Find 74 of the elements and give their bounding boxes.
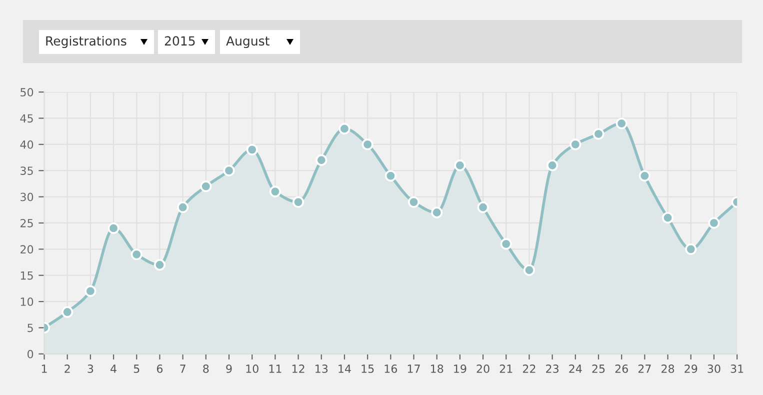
point bbox=[154, 259, 166, 271]
y-tick-label: 35 bbox=[20, 166, 33, 175]
point bbox=[316, 154, 328, 166]
x-tick-label: 2 bbox=[64, 364, 70, 373]
y-tick-label: 45 bbox=[20, 114, 33, 123]
point bbox=[246, 144, 258, 156]
x-tick-label: 18 bbox=[430, 364, 444, 373]
x-tick-label: 16 bbox=[384, 364, 398, 373]
x-tick-label: 21 bbox=[500, 364, 512, 373]
x-tick-label: 3 bbox=[88, 364, 94, 373]
x-tick-label: 17 bbox=[408, 364, 420, 373]
y-tick-label: 20 bbox=[20, 245, 34, 254]
y-tick-label: 5 bbox=[28, 324, 33, 332]
x-tick-label: 1 bbox=[42, 364, 47, 373]
x-tick-label: 10 bbox=[246, 364, 258, 373]
y-tick-label: 40 bbox=[20, 140, 34, 149]
point bbox=[708, 217, 720, 229]
x-tick-label: 25 bbox=[592, 364, 605, 373]
point bbox=[523, 264, 535, 276]
x-tick-label: 15 bbox=[362, 364, 374, 373]
point bbox=[223, 164, 235, 176]
x-tick-label: 5 bbox=[134, 364, 140, 373]
x-tick-label: 13 bbox=[316, 364, 328, 373]
x-tick-label: 24 bbox=[569, 364, 582, 373]
x-tick-label: 9 bbox=[226, 364, 232, 373]
point bbox=[84, 285, 96, 297]
point bbox=[130, 248, 142, 260]
point bbox=[616, 118, 628, 130]
y-tick-label: 15 bbox=[20, 271, 33, 280]
y-tick-label: 0 bbox=[28, 350, 34, 358]
x-tick-label: 14 bbox=[338, 364, 351, 373]
point bbox=[454, 160, 466, 172]
point bbox=[477, 202, 489, 214]
y-tick-label: 50 bbox=[20, 88, 34, 96]
y-tick-label: 25 bbox=[20, 218, 33, 228]
text: Registrations bbox=[46, 36, 126, 48]
point bbox=[62, 306, 74, 318]
x-tick-label: 23 bbox=[546, 364, 558, 373]
x-tick-label: 8 bbox=[203, 364, 209, 373]
text: August bbox=[226, 36, 270, 48]
x-tick-label: 28 bbox=[662, 364, 674, 373]
point bbox=[592, 128, 604, 140]
x-tick-label: 27 bbox=[638, 364, 651, 373]
x-tick-label: 6 bbox=[156, 364, 163, 373]
x-tick-label: 26 bbox=[615, 364, 628, 373]
text: 2015 bbox=[164, 36, 195, 46]
point bbox=[431, 206, 443, 218]
point bbox=[177, 202, 189, 214]
x-tick-label: 19 bbox=[454, 364, 466, 373]
point bbox=[269, 186, 281, 198]
x-tick-label: 31 bbox=[730, 364, 744, 373]
x-tick-label: 7 bbox=[180, 364, 186, 373]
x-tick-label: 12 bbox=[292, 364, 304, 373]
point bbox=[570, 138, 582, 150]
point bbox=[362, 138, 374, 150]
x-tick-label: 29 bbox=[684, 364, 698, 373]
x-tick-label: 20 bbox=[476, 364, 490, 373]
point bbox=[108, 222, 120, 234]
point bbox=[662, 212, 674, 224]
x-tick-label: 4 bbox=[110, 364, 116, 373]
y-tick-label: 30 bbox=[20, 192, 34, 202]
x-tick-label: 30 bbox=[708, 364, 720, 373]
point bbox=[500, 238, 512, 250]
point bbox=[338, 122, 350, 134]
x-tick-label: 22 bbox=[522, 364, 536, 373]
point bbox=[200, 180, 212, 192]
y-tick-label: 10 bbox=[20, 298, 34, 306]
point bbox=[546, 160, 558, 172]
point bbox=[384, 170, 396, 182]
point bbox=[408, 196, 420, 208]
x-tick-label: 11 bbox=[269, 364, 282, 373]
point bbox=[685, 243, 697, 255]
point bbox=[638, 170, 650, 182]
point bbox=[292, 196, 304, 208]
